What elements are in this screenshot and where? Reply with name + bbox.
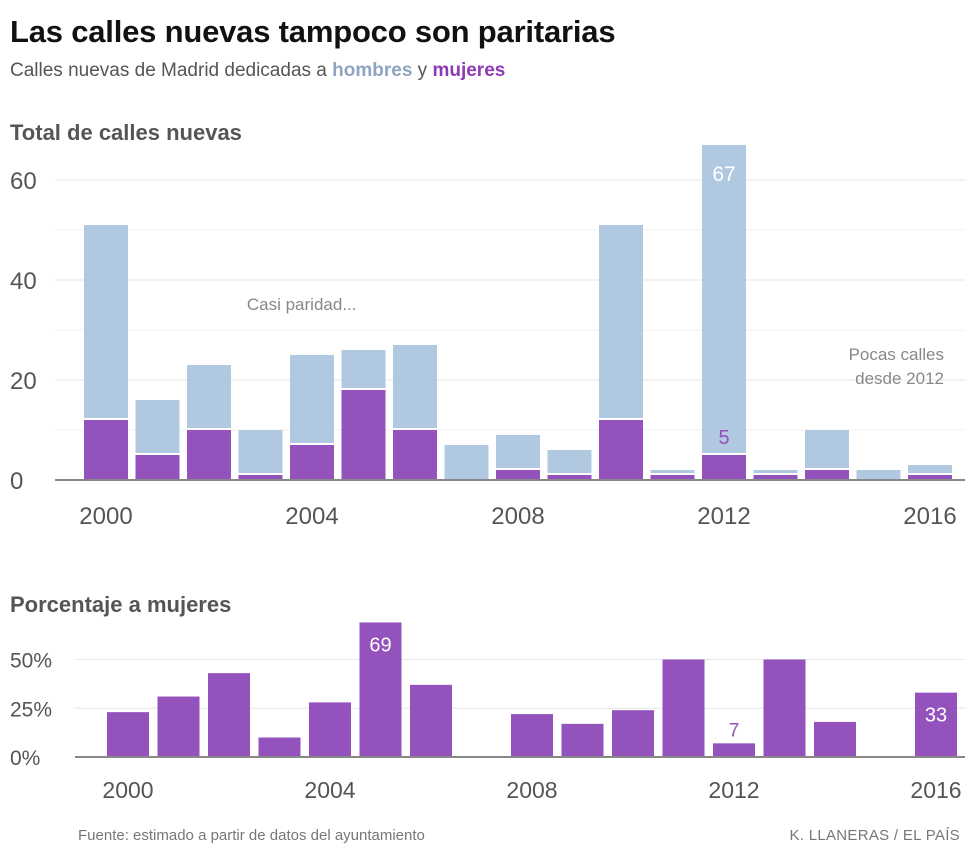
x-tick-label: 2012 bbox=[708, 777, 759, 803]
bar-mujeres bbox=[238, 475, 283, 480]
bar-porcentaje bbox=[814, 721, 856, 757]
bar-hombres bbox=[290, 355, 334, 443]
bar-mujeres bbox=[341, 390, 386, 480]
bar-mujeres bbox=[547, 475, 592, 480]
bar-porcentaje bbox=[208, 673, 250, 757]
section-title-total: Total de calles nuevas bbox=[10, 120, 242, 145]
subtitle-prefix: Calles nuevas de Madrid dedicadas a bbox=[10, 60, 333, 81]
bar-hombres bbox=[341, 350, 386, 388]
bar-mujeres bbox=[496, 470, 540, 480]
y-tick-label: 40 bbox=[10, 268, 37, 295]
bar-hombres bbox=[444, 445, 489, 480]
y-tick-label: 20 bbox=[10, 368, 37, 395]
bar-porcentaje bbox=[713, 743, 755, 757]
annotation-pocas-calles: Pocas calles bbox=[849, 345, 944, 364]
bar-hombres bbox=[496, 435, 540, 468]
bar-mujeres bbox=[702, 455, 746, 480]
bar-porcentaje bbox=[612, 710, 654, 757]
bar-hombres bbox=[393, 345, 437, 428]
x-tick-label: 2008 bbox=[491, 503, 544, 530]
credit-note: K. LLANERAS / EL PAÍS bbox=[789, 827, 960, 844]
bar-mujeres bbox=[753, 475, 798, 480]
bar-hombres bbox=[547, 450, 592, 473]
y-tick-label: 50% bbox=[10, 650, 52, 673]
y-tick-label: 0% bbox=[10, 747, 40, 770]
section-title-percent: Porcentaje a mujeres bbox=[10, 592, 232, 617]
bar-porcentaje bbox=[662, 659, 705, 757]
chart-title: Las calles nuevas tampoco son paritarias bbox=[10, 14, 616, 49]
bar-hombres bbox=[650, 470, 695, 473]
bar-mujeres bbox=[908, 475, 952, 480]
bar-hombres bbox=[702, 145, 746, 453]
subtitle-men: hombres bbox=[332, 60, 413, 81]
x-tick-label: 2000 bbox=[79, 503, 132, 530]
annotation-paridad: Casi paridad... bbox=[247, 295, 357, 314]
x-tick-label: 2004 bbox=[304, 777, 355, 803]
bar-hombres bbox=[908, 465, 952, 473]
data-label-porcentaje: 33 bbox=[925, 705, 947, 727]
subtitle-mid: y bbox=[412, 60, 433, 81]
bar-porcentaje bbox=[561, 723, 604, 757]
bar-hombres bbox=[135, 400, 180, 453]
bar-mujeres bbox=[290, 445, 334, 480]
bar-hombres bbox=[238, 430, 283, 473]
bar-mujeres bbox=[650, 475, 695, 480]
bar-hombres bbox=[84, 225, 128, 418]
bar-porcentaje bbox=[410, 684, 452, 757]
bar-hombres bbox=[599, 225, 643, 418]
bar-porcentaje bbox=[107, 712, 149, 757]
subtitle-women: mujeres bbox=[432, 60, 506, 81]
bar-mujeres bbox=[805, 470, 849, 480]
bar-mujeres bbox=[393, 430, 437, 480]
x-tick-label: 2008 bbox=[506, 777, 557, 803]
bar-porcentaje bbox=[511, 714, 553, 757]
x-tick-label: 2012 bbox=[697, 503, 750, 530]
bar-porcentaje bbox=[309, 702, 351, 757]
bar-mujeres bbox=[187, 430, 231, 480]
y-tick-label: 25% bbox=[10, 698, 52, 721]
x-tick-label: 2000 bbox=[102, 777, 153, 803]
data-label-porcentaje: 69 bbox=[369, 634, 391, 656]
y-tick-label: 0 bbox=[10, 468, 23, 495]
x-tick-label: 2016 bbox=[903, 503, 956, 530]
source-note: Fuente: estimado a partir de datos del a… bbox=[78, 827, 425, 844]
bar-mujeres bbox=[84, 420, 128, 480]
y-tick-label: 60 bbox=[10, 168, 37, 195]
bar-mujeres bbox=[599, 420, 643, 480]
chart-subtitle: Calles nuevas de Madrid dedicadas a homb… bbox=[10, 60, 505, 82]
annotation-pocas-calles: desde 2012 bbox=[855, 369, 944, 388]
bar-hombres bbox=[856, 470, 901, 480]
data-label-mujeres: 5 bbox=[718, 427, 729, 449]
bar-mujeres bbox=[135, 455, 180, 480]
bar-porcentaje bbox=[915, 692, 957, 757]
bar-hombres bbox=[187, 365, 231, 428]
bar-hombres bbox=[805, 430, 849, 468]
bar-hombres bbox=[753, 470, 798, 473]
bar-porcentaje bbox=[258, 737, 301, 757]
bar-porcentaje bbox=[157, 696, 200, 757]
x-tick-label: 2004 bbox=[285, 503, 338, 530]
bar-porcentaje bbox=[763, 659, 806, 757]
x-tick-label: 2016 bbox=[910, 777, 961, 803]
data-label-total: 67 bbox=[712, 163, 735, 186]
data-label-porcentaje: 7 bbox=[729, 720, 740, 741]
bar-porcentaje bbox=[359, 622, 402, 757]
